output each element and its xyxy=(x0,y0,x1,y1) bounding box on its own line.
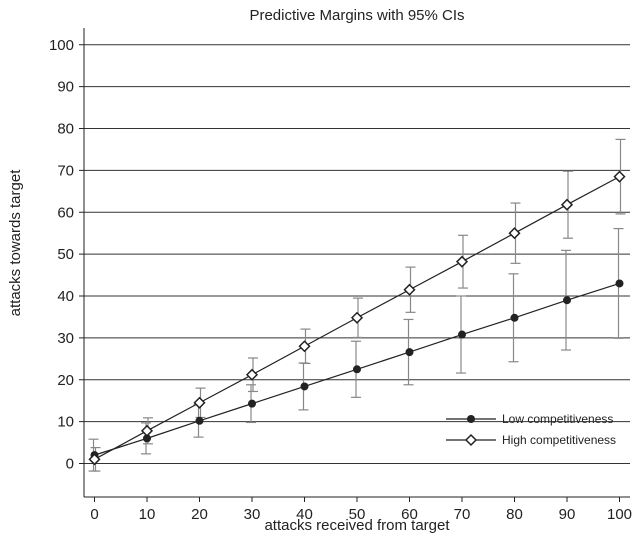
point-high-20 xyxy=(193,396,206,409)
x-tick-label-70: 70 xyxy=(454,506,471,523)
point-high-100 xyxy=(613,170,626,183)
point-low-90 xyxy=(563,296,571,305)
x-tick-label-60: 60 xyxy=(401,506,418,523)
point-low-30 xyxy=(248,399,256,408)
x-tick-label-50: 50 xyxy=(349,506,366,523)
axes xyxy=(79,28,630,502)
y-tick-label-40: 40 xyxy=(57,288,74,305)
x-tick-label-20: 20 xyxy=(191,506,208,523)
point-low-50 xyxy=(353,365,361,374)
y-tick-label-10: 10 xyxy=(57,414,74,431)
chart-title: Predictive Margins with 95% CIs xyxy=(249,7,464,24)
y-axis-title: attacks towards target xyxy=(7,169,24,317)
point-high-50 xyxy=(350,311,364,324)
x-tick-label-80: 80 xyxy=(506,506,523,523)
legend-marker-high xyxy=(464,433,478,447)
point-high-30 xyxy=(245,368,259,381)
grid-lines xyxy=(84,44,630,464)
point-low-40 xyxy=(300,382,309,391)
y-tick-label-90: 90 xyxy=(57,79,74,96)
legend-item-high: High competitiveness xyxy=(446,433,616,447)
x-tick-label-10: 10 xyxy=(139,506,156,523)
series-layer xyxy=(88,170,626,466)
point-low-60 xyxy=(405,348,414,357)
y-tick-label-0: 0 xyxy=(66,456,74,473)
point-low-80 xyxy=(510,313,519,322)
x-tick-label-90: 90 xyxy=(559,506,576,523)
x-tick-label-100: 100 xyxy=(607,506,632,523)
point-high-60 xyxy=(403,283,416,296)
point-high-80 xyxy=(508,227,521,240)
x-tick-label-30: 30 xyxy=(244,506,261,523)
legend-marker-low xyxy=(467,415,475,423)
point-high-70 xyxy=(455,255,469,268)
tick-labels: 0 10 20 30 40 50 60 70 80 90 100 0 10 20 30 40 50 60 70 80 9… xyxy=(49,37,632,523)
y-tick-label-70: 70 xyxy=(57,162,74,179)
y-tick-label-60: 60 xyxy=(57,204,74,221)
x-tick-label-40: 40 xyxy=(296,506,313,523)
point-low-10 xyxy=(143,434,151,443)
legend: Low competitiveness High competitiveness xyxy=(446,412,616,447)
x-axis-title: attacks received from target xyxy=(264,517,450,534)
point-low-70 xyxy=(458,330,466,339)
point-low-20 xyxy=(195,416,204,425)
y-tick-label-30: 30 xyxy=(57,330,74,347)
point-high-90 xyxy=(560,198,574,211)
y-tick-label-100: 100 xyxy=(49,37,74,54)
y-tick-label-20: 20 xyxy=(57,372,74,389)
legend-label-low: Low competitiveness xyxy=(502,412,613,426)
legend-item-low: Low competitiveness xyxy=(446,412,613,426)
legend-label-high: High competitiveness xyxy=(502,433,616,447)
y-tick-label-50: 50 xyxy=(57,246,74,263)
point-high-0 xyxy=(88,453,101,466)
point-low-100 xyxy=(615,279,624,288)
point-high-10 xyxy=(140,424,154,437)
y-tick-label-80: 80 xyxy=(57,121,74,138)
x-tick-label-0: 0 xyxy=(90,506,98,523)
point-high-40 xyxy=(298,340,311,353)
